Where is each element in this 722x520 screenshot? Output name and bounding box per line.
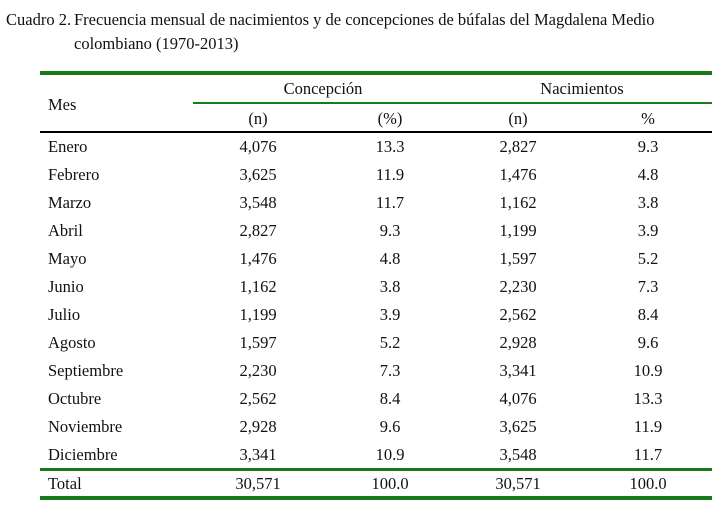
bottom-rule [40,496,712,500]
cell-mes: Febrero [48,165,100,184]
group-rule [193,102,712,104]
cell-c-p: 5.2 [379,333,401,352]
cell-c-n: 1,199 [239,305,277,324]
cell-c-n: 2,562 [239,389,277,408]
cell-c-p: 3.9 [379,305,401,324]
cell-c-p: 4.8 [379,249,401,268]
cell-c-n: 2,230 [239,361,277,380]
cell-mes: Junio [48,277,84,296]
cell-c-n: 1,597 [239,333,277,352]
cell-c-n: 4,076 [239,137,277,156]
cell-n-p: 10.9 [633,361,663,380]
cell-c-p: 7.3 [379,361,401,380]
cell-n-p: 3.9 [637,221,659,240]
cell-c-p: 9.3 [379,221,401,240]
cell-c-p: 11.7 [375,193,405,212]
cell-mes: Octubre [48,389,102,408]
cell-c-p: 100.0 [371,474,409,493]
cell-n-n: 2,827 [499,137,537,156]
cell-n-p: 7.3 [637,277,659,296]
cell-n-n: 4,076 [499,389,537,408]
subheader-c-pct: (%) [377,109,403,128]
cell-c-n: 3,625 [239,165,277,184]
cell-c-n: 1,476 [239,249,277,268]
cell-n-p: 8.4 [637,305,659,324]
cell-mes: Septiembre [48,361,124,380]
subheader-n-pct: % [641,109,655,128]
cell-n-n: 2,928 [499,333,537,352]
cell-n-n: 1,199 [499,221,537,240]
cell-n-p: 13.3 [633,389,663,408]
cell-n-n: 1,597 [499,249,537,268]
cell-c-n: 1,162 [239,277,277,296]
cell-n-p: 3.8 [637,193,659,212]
cell-c-n: 30,571 [235,474,281,493]
subheader-c-n: (n) [248,109,268,128]
cell-n-n: 3,341 [499,361,537,380]
cell-n-p: 100.0 [629,474,667,493]
cell-c-p: 3.8 [379,277,401,296]
cell-mes: Diciembre [48,445,118,464]
cell-mes: Abril [48,221,83,240]
cell-mes: Marzo [48,193,92,212]
cell-mes: Noviembre [48,417,123,436]
cell-c-p: 13.3 [375,137,405,156]
cell-n-p: 9.3 [637,137,659,156]
cell-mes: Mayo [48,249,87,268]
cell-c-n: 3,548 [239,193,277,212]
cell-c-n: 2,928 [239,417,277,436]
caption-title: Frecuencia mensual de nacimientos y de c… [74,10,655,53]
header-mes: Mes [48,95,77,114]
cell-n-p: 9.6 [637,333,659,352]
cell-c-n: 3,341 [239,445,277,464]
cell-n-n: 1,162 [499,193,537,212]
top-rule [40,71,712,75]
cell-n-n: 3,548 [499,445,537,464]
cell-n-n: 30,571 [495,474,541,493]
cell-c-p: 9.6 [379,417,401,436]
cell-n-p: 11.7 [633,445,663,464]
cell-n-p: 5.2 [637,249,659,268]
cell-n-n: 1,476 [499,165,537,184]
header-nacimientos: Nacimientos [540,79,624,98]
cell-c-p: 10.9 [375,445,405,464]
cell-n-n: 2,230 [499,277,537,296]
cell-mes: Enero [48,137,88,156]
subheader-n-n: (n) [508,109,528,128]
cell-n-n: 3,625 [499,417,537,436]
header-concepcion: Concepción [283,79,363,98]
cell-n-n: 2,562 [499,305,537,324]
cell-mes: Julio [48,305,81,324]
header-rule [40,131,712,133]
cell-n-p: 11.9 [633,417,663,436]
cell-c-p: 11.9 [375,165,405,184]
cell-n-p: 4.8 [637,165,659,184]
cell-c-p: 8.4 [379,389,401,408]
cell-c-n: 2,827 [239,221,277,240]
total-rule [40,468,712,471]
cell-mes: Total [48,474,82,493]
cell-mes: Agosto [48,333,96,352]
caption-label: Cuadro 2. [6,10,72,29]
